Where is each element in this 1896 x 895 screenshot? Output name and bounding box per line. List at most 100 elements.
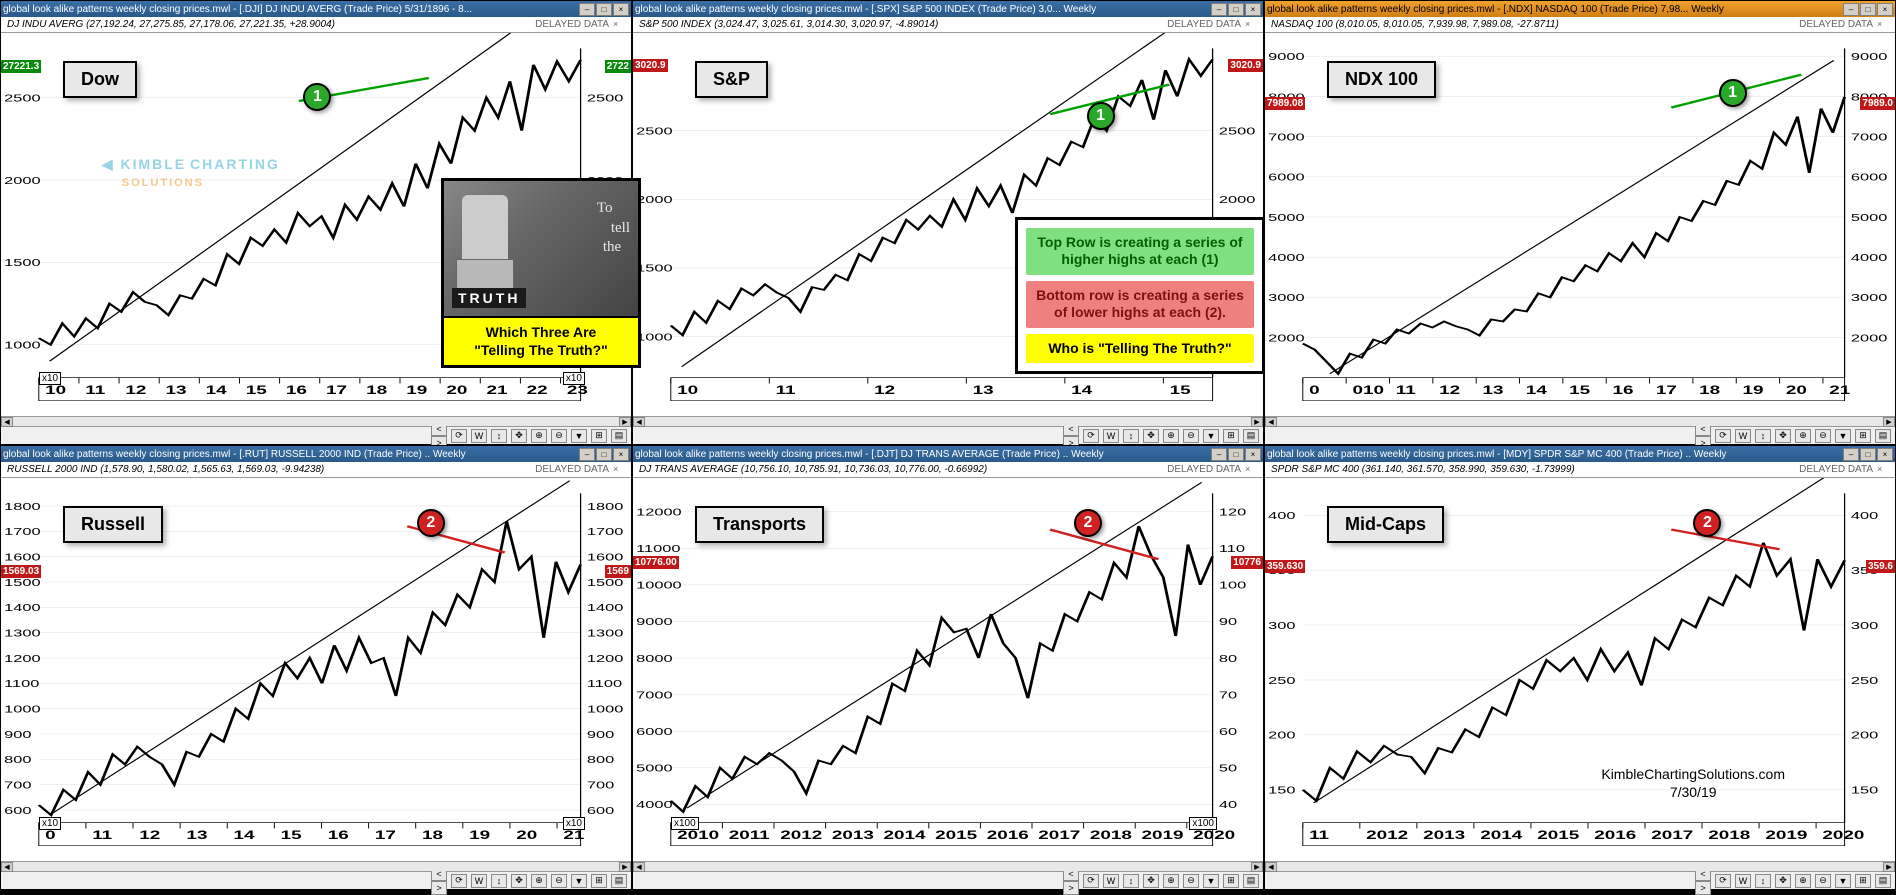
toolbar-btn-8[interactable]: ▤ <box>611 429 627 443</box>
toolbar-btn-0[interactable]: ⟳ <box>1083 429 1099 443</box>
h-scrollbar[interactable]: ◀▶ <box>1 416 631 426</box>
close-button[interactable]: × <box>613 448 629 461</box>
toolbar-btn-0[interactable]: ⟳ <box>1083 874 1099 888</box>
h-scrollbar[interactable]: ◀▶ <box>633 861 1263 871</box>
scroll-left-button[interactable]: ◀ <box>633 417 645 427</box>
toolbar-btn-7[interactable]: ⊞ <box>591 874 607 888</box>
toolbar-btn-2[interactable]: ↕ <box>1755 874 1771 888</box>
toolbar-btn-4[interactable]: ⊕ <box>1163 874 1179 888</box>
nav-next[interactable]: > <box>1695 881 1711 895</box>
scroll-right-button[interactable]: ▶ <box>1251 417 1263 427</box>
toolbar-btn-4[interactable]: ⊕ <box>1163 429 1179 443</box>
close-icon[interactable]: × <box>1245 464 1257 476</box>
toolbar-btn-3[interactable]: ✥ <box>1143 874 1159 888</box>
maximize-button[interactable]: □ <box>1860 3 1876 16</box>
close-button[interactable]: × <box>613 3 629 16</box>
chart-area[interactable]: 1201200011011000100100009090008080007070… <box>633 478 1263 861</box>
chart-area[interactable]: 1800180017001700160016001500150014001400… <box>1 478 631 861</box>
toolbar-btn-3[interactable]: ✥ <box>511 429 527 443</box>
toolbar-btn-3[interactable]: ✥ <box>1143 429 1159 443</box>
close-icon[interactable]: × <box>613 464 625 476</box>
scroll-left-button[interactable]: ◀ <box>633 862 645 872</box>
maximize-button[interactable]: □ <box>1228 3 1244 16</box>
toolbar-btn-7[interactable]: ⊞ <box>1223 874 1239 888</box>
minimize-button[interactable]: – <box>1843 448 1859 461</box>
toolbar-btn-8[interactable]: ▤ <box>1243 874 1259 888</box>
minimize-button[interactable]: – <box>1843 3 1859 16</box>
toolbar-btn-5[interactable]: ⊖ <box>1183 429 1199 443</box>
toolbar-btn-5[interactable]: ⊖ <box>1183 874 1199 888</box>
toolbar-btn-8[interactable]: ▤ <box>1243 429 1259 443</box>
toolbar-btn-4[interactable]: ⊕ <box>1795 874 1811 888</box>
chart-area[interactable]: 4004003503503003002502502002001501501120… <box>1265 478 1895 861</box>
chart-area[interactable]: 2500250020002000150015001000100010111213… <box>633 33 1263 416</box>
toolbar-btn-2[interactable]: ↕ <box>1123 874 1139 888</box>
toolbar-btn-6[interactable]: ▼ <box>1203 429 1219 443</box>
minimize-button[interactable]: – <box>579 448 595 461</box>
toolbar-btn-4[interactable]: ⊕ <box>1795 429 1811 443</box>
toolbar-btn-4[interactable]: ⊕ <box>531 429 547 443</box>
toolbar-btn-0[interactable]: ⟳ <box>1715 429 1731 443</box>
toolbar-btn-1[interactable]: W <box>471 874 487 888</box>
close-button[interactable]: × <box>1245 3 1261 16</box>
scroll-right-button[interactable]: ▶ <box>1883 417 1895 427</box>
toolbar-btn-6[interactable]: ▼ <box>1835 874 1851 888</box>
close-icon[interactable]: × <box>613 19 625 31</box>
toolbar-btn-7[interactable]: ⊞ <box>591 429 607 443</box>
toolbar-btn-0[interactable]: ⟳ <box>1715 874 1731 888</box>
toolbar-btn-0[interactable]: ⟳ <box>451 874 467 888</box>
toolbar-btn-8[interactable]: ▤ <box>1875 429 1891 443</box>
toolbar-btn-1[interactable]: W <box>1103 429 1119 443</box>
toolbar-btn-7[interactable]: ⊞ <box>1855 429 1871 443</box>
toolbar-btn-3[interactable]: ✥ <box>1775 429 1791 443</box>
toolbar-btn-6[interactable]: ▼ <box>571 874 587 888</box>
toolbar-btn-3[interactable]: ✥ <box>511 874 527 888</box>
toolbar-btn-5[interactable]: ⊖ <box>551 874 567 888</box>
h-scrollbar[interactable]: ◀▶ <box>1265 861 1895 871</box>
close-button[interactable]: × <box>1877 3 1893 16</box>
chart-area[interactable]: 2500250020002000150015001000100010111213… <box>1 33 631 416</box>
scroll-left-button[interactable]: ◀ <box>1 417 13 427</box>
minimize-button[interactable]: – <box>1211 448 1227 461</box>
maximize-button[interactable]: □ <box>596 3 612 16</box>
scroll-right-button[interactable]: ▶ <box>619 862 631 872</box>
chart-area[interactable]: 9000900080008000700070006000600050005000… <box>1265 33 1895 416</box>
h-scrollbar[interactable]: ◀▶ <box>633 416 1263 426</box>
scroll-left-button[interactable]: ◀ <box>1265 862 1277 872</box>
close-icon[interactable]: × <box>1245 19 1257 31</box>
close-button[interactable]: × <box>1245 448 1261 461</box>
close-icon[interactable]: × <box>1877 464 1889 476</box>
toolbar-btn-5[interactable]: ⊖ <box>1815 874 1831 888</box>
toolbar-btn-2[interactable]: ↕ <box>1123 429 1139 443</box>
toolbar-btn-0[interactable]: ⟳ <box>451 429 467 443</box>
minimize-button[interactable]: – <box>579 3 595 16</box>
toolbar-btn-5[interactable]: ⊖ <box>1815 429 1831 443</box>
maximize-button[interactable]: □ <box>1228 448 1244 461</box>
toolbar-btn-2[interactable]: ↕ <box>1755 429 1771 443</box>
toolbar-btn-1[interactable]: W <box>1735 874 1751 888</box>
toolbar-btn-7[interactable]: ⊞ <box>1223 429 1239 443</box>
toolbar-btn-6[interactable]: ▼ <box>1203 874 1219 888</box>
toolbar-btn-3[interactable]: ✥ <box>1775 874 1791 888</box>
h-scrollbar[interactable]: ◀▶ <box>1 861 631 871</box>
toolbar-btn-1[interactable]: W <box>1735 429 1751 443</box>
scroll-left-button[interactable]: ◀ <box>1 862 13 872</box>
toolbar-btn-6[interactable]: ▼ <box>571 429 587 443</box>
scroll-right-button[interactable]: ▶ <box>619 417 631 427</box>
toolbar-btn-4[interactable]: ⊕ <box>531 874 547 888</box>
nav-next[interactable]: > <box>431 881 447 895</box>
toolbar-btn-1[interactable]: W <box>471 429 487 443</box>
toolbar-btn-2[interactable]: ↕ <box>491 429 507 443</box>
maximize-button[interactable]: □ <box>596 448 612 461</box>
close-button[interactable]: × <box>1877 448 1893 461</box>
toolbar-btn-2[interactable]: ↕ <box>491 874 507 888</box>
toolbar-btn-8[interactable]: ▤ <box>611 874 627 888</box>
toolbar-btn-5[interactable]: ⊖ <box>551 429 567 443</box>
scroll-left-button[interactable]: ◀ <box>1265 417 1277 427</box>
h-scrollbar[interactable]: ◀▶ <box>1265 416 1895 426</box>
toolbar-btn-8[interactable]: ▤ <box>1875 874 1891 888</box>
minimize-button[interactable]: – <box>1211 3 1227 16</box>
toolbar-btn-6[interactable]: ▼ <box>1835 429 1851 443</box>
scroll-right-button[interactable]: ▶ <box>1883 862 1895 872</box>
close-icon[interactable]: × <box>1877 19 1889 31</box>
